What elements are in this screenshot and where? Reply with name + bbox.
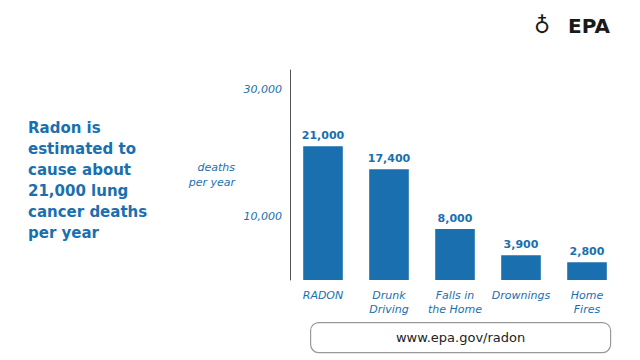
svg-text:cause about: cause about <box>28 161 131 179</box>
svg-text:Drownings: Drownings <box>492 289 551 302</box>
svg-text:10,000: 10,000 <box>244 210 283 223</box>
svg-text:Home: Home <box>571 289 604 302</box>
svg-text:8,000: 8,000 <box>438 212 473 225</box>
svg-text:per year: per year <box>28 224 100 242</box>
svg-text:♁: ♁ <box>534 13 550 38</box>
svg-text:21,000: 21,000 <box>302 129 345 142</box>
svg-text:Drunk: Drunk <box>372 289 406 302</box>
svg-text:17,400: 17,400 <box>368 152 411 165</box>
svg-text:the Home: the Home <box>428 303 482 316</box>
svg-text:21,000 lung: 21,000 lung <box>28 182 128 200</box>
svg-text:2,800: 2,800 <box>570 245 605 258</box>
svg-text:deaths: deaths <box>197 161 235 174</box>
svg-text:cancer deaths: cancer deaths <box>28 203 147 221</box>
svg-text:30,000: 30,000 <box>244 83 283 96</box>
svg-text:Driving: Driving <box>369 303 409 316</box>
svg-text:Radon is: Radon is <box>28 119 101 137</box>
svg-text:RADON: RADON <box>303 289 344 302</box>
svg-text:per year: per year <box>188 176 237 189</box>
svg-text:estimated to: estimated to <box>28 140 136 158</box>
svg-text:Fires: Fires <box>574 303 601 316</box>
svg-text:Falls in: Falls in <box>436 289 474 302</box>
svg-text:www.epa.gov/radon: www.epa.gov/radon <box>396 330 525 345</box>
svg-text:3,900: 3,900 <box>504 238 539 251</box>
svg-text:EPA: EPA <box>568 14 610 38</box>
